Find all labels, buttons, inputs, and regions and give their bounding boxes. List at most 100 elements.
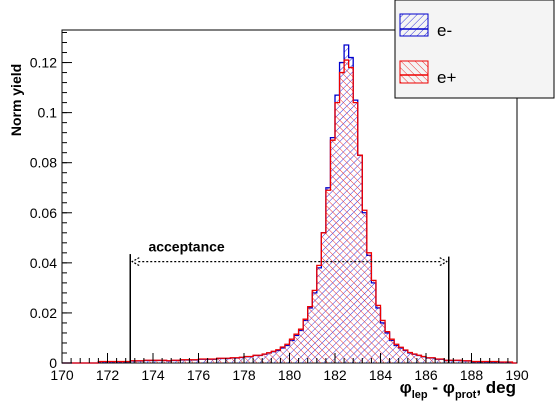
acceptance-arrow-head-right (439, 257, 448, 267)
hist-bin (471, 361, 477, 363)
hist-bin (307, 306, 313, 363)
hist-bin (489, 361, 495, 363)
x-axis-title-minus: - (428, 378, 443, 397)
hist-bin (371, 280, 376, 363)
hist-bin (184, 359, 190, 363)
hist-bin (207, 358, 213, 363)
hist-bin (312, 290, 317, 363)
hist-bin (198, 358, 204, 363)
x-tick-label: 178 (232, 367, 256, 383)
hist-bin (275, 349, 281, 363)
x-tick-label: 184 (369, 367, 393, 383)
hist-bin (225, 358, 231, 363)
y-tick-label: 0.12 (30, 55, 57, 71)
hist-bin (380, 320, 386, 363)
series-e-plus (62, 59, 517, 364)
hist-bin (112, 361, 117, 363)
hist-bin (435, 358, 440, 363)
hist-bin (216, 358, 222, 363)
hist-bin (303, 319, 308, 363)
hist-bin (130, 360, 135, 363)
hist-bin (162, 360, 167, 363)
hist-bin (385, 331, 390, 363)
hist-bin (325, 190, 331, 363)
hist-bin (148, 360, 153, 363)
hist-bin (257, 355, 263, 363)
y-axis-title-text: Norm yield (8, 64, 24, 136)
x-axis-title: φlep - φprot, deg (400, 378, 516, 401)
hist-bin (289, 339, 295, 363)
hist-bin (362, 210, 367, 363)
hist-bin (212, 358, 217, 363)
axis-layer: 170 172 174 176 178 180 182 184 186 188 190 0 0.02 0.… (30, 32, 529, 383)
hist-bin (353, 102, 358, 364)
hist-bin (330, 140, 335, 363)
y-tick-label: 0.04 (30, 255, 57, 271)
hist-bin (457, 360, 463, 363)
acceptance-arrow-head-left (131, 257, 140, 267)
hist-bin (339, 72, 345, 363)
hist-bin (271, 351, 276, 363)
hist-bin (430, 357, 436, 363)
hist-bin (143, 360, 149, 363)
hist-bin (357, 155, 363, 363)
hist-bin (175, 360, 181, 363)
x-axis-title-sub2: prot (455, 389, 477, 401)
legend-label-e-minus: e- (437, 21, 452, 40)
legend-swatch-e-plus (399, 60, 429, 84)
hist-bin (102, 361, 108, 363)
hist-bin (166, 360, 172, 363)
acceptance-label: acceptance (148, 239, 224, 255)
hist-bin (348, 67, 354, 363)
hist-bin (294, 334, 299, 363)
hist-bin (189, 359, 194, 363)
hist-bin (139, 360, 144, 363)
y-tick-label: 0.06 (30, 205, 57, 221)
hist-bin (394, 344, 399, 363)
hist-bin (439, 358, 445, 363)
legend: e- e+ (394, 0, 555, 99)
y-tick-label: 0.1 (38, 105, 58, 121)
x-tick-label: 180 (278, 367, 302, 383)
hist-bin (116, 361, 122, 363)
hist-bin (125, 361, 131, 363)
hist-bin (476, 361, 481, 363)
hist-bin (375, 305, 381, 363)
hist-bin (316, 265, 322, 363)
hist-bin (485, 361, 490, 363)
hist-bin (366, 252, 372, 363)
x-tick-label: 182 (323, 367, 347, 383)
hist-bin (426, 357, 431, 363)
x-tick-label: 170 (50, 367, 74, 383)
y-tick-label: 0 (49, 355, 57, 371)
x-tick-label: 188 (460, 367, 484, 383)
y-tick-label: 0.08 (30, 155, 57, 171)
series-layer (62, 44, 517, 364)
hist-bin (462, 360, 467, 363)
hist-outline (62, 59, 517, 364)
hist-bin (403, 349, 408, 363)
hist-bin (157, 360, 163, 363)
hist-bin (494, 361, 499, 363)
hist-bin (284, 344, 290, 363)
y-axis-title: Norm yield (8, 64, 24, 136)
hist-bin (416, 355, 422, 363)
hist-bin (298, 329, 304, 363)
hist-bin (398, 347, 404, 363)
hist-bin (412, 353, 417, 363)
hist-bin (153, 360, 158, 363)
hist-bin (239, 357, 244, 363)
hist-bin (262, 353, 267, 363)
x-axis-title-phi2: φ (443, 378, 455, 397)
hist-bin (203, 358, 208, 363)
hist-bin (444, 360, 449, 363)
x-tick-label: 174 (141, 367, 165, 383)
x-axis-title-sub1: lep (412, 389, 428, 401)
hist-bin (234, 357, 240, 363)
hist-bin (171, 360, 176, 363)
hist-bin (193, 359, 199, 363)
hist-bin (253, 355, 258, 363)
hist-bin (466, 360, 472, 363)
hist-bin (248, 356, 254, 363)
x-tick-label: 186 (414, 367, 438, 383)
